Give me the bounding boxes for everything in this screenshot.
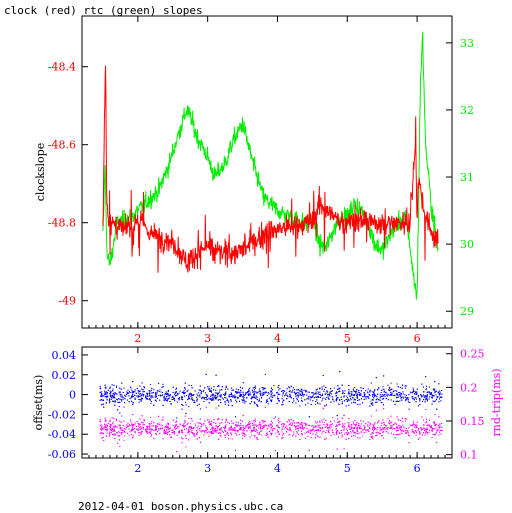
top-ytick-right-label: 33 [460,37,474,50]
top-xtick-label: 2 [134,332,141,345]
top-ytick-left-label: -48.4 [48,61,76,74]
top-xtick-label: 4 [274,332,281,345]
top-ytick-right-label: 30 [460,238,474,251]
footer-caption: 2012-04-01 boson.physics.ubc.ca [78,500,283,513]
bottom-panel: 2 3 4 5 6 0.04 0.02 0 -0.02 -0.04 -0.06 0.25 0.2 0.15… [32,347,503,475]
bottom-ytick-left-label: -0.02 [48,408,76,421]
bottom-ytick-right-label: 0.25 [460,348,485,361]
top-panel: 2 3 4 5 6 -48.4 -48.6 -48.8 -49 33 32 31 30 29 clocksl… [34,16,474,345]
top-ytick-right-label: 32 [460,104,474,117]
top-ytick-left-label: -48.8 [48,217,76,230]
bottom-xtick-label: 5 [344,462,351,475]
bottom-ylabel: offset(ms) [32,375,45,431]
top-ytick-left-label: -48.6 [48,139,76,152]
bottom-ytick-left-label: -0.06 [48,448,76,461]
round-trip-scatter [100,404,443,452]
top-ytick-right-label: 29 [460,305,474,318]
top-frame [82,16,452,328]
bottom-ytick-right-label: 0.15 [460,415,485,428]
bottom-ytick-right-label: 0.1 [460,449,478,462]
top-xtick-label: 3 [204,332,211,345]
top-ytick-left-label: -49 [58,295,76,308]
bottom-ytick-left-label: 0 [69,389,76,402]
bottom-frame [82,347,452,458]
bottom-xtick-label: 6 [414,462,421,475]
bottom-xtick-label: 3 [204,462,211,475]
bottom-xtick-label: 2 [134,462,141,475]
bottom-ytick-left-label: 0.04 [52,349,77,362]
bottom-xtick-label: 4 [274,462,281,475]
top-xtick-label: 6 [414,332,421,345]
bottom-ytick-left-label: 0.02 [52,369,77,382]
rtc-slope-line [103,32,438,300]
top-ytick-right-label: 31 [460,171,474,184]
bottom-ylabel-right: rnd-trip(ms) [490,369,503,437]
bottom-ytick-left-label: -0.04 [48,428,76,441]
bottom-ytick-right-label: 0.2 [460,381,478,394]
offset-scatter [100,371,443,418]
top-ylabel: clockslope [34,143,47,201]
top-xtick-label: 5 [344,332,351,345]
